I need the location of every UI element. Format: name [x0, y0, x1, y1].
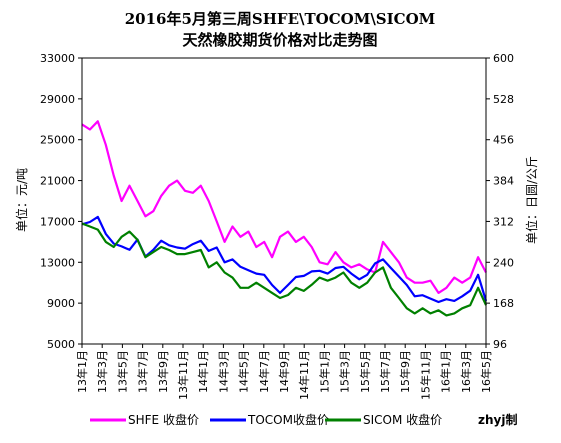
plot-frame: [81, 57, 487, 345]
x-tick-label: 15年1月: [317, 350, 331, 393]
chart-credit: zhyj制: [478, 412, 517, 427]
x-tick-label: 16年5月: [479, 350, 493, 393]
x-tick-label: 15年7月: [378, 350, 392, 393]
right-tick-label: 600: [493, 52, 514, 65]
left-tick-label: 21000: [40, 175, 75, 188]
series-layer: [81, 120, 488, 317]
left-axis-title: 单位：元/吨: [14, 168, 29, 232]
right-tick-label: 168: [493, 297, 514, 310]
x-tick-label: 16年1月: [439, 350, 453, 393]
x-tick-label: 13年7月: [136, 350, 150, 393]
x-tick-label: 13年5月: [115, 350, 129, 393]
legend-label-shfe: SHFE 收盘价: [128, 412, 199, 427]
right-tick-label: 312: [493, 215, 514, 228]
series-line-shfe: [81, 120, 487, 294]
x-tick-label: 15年9月: [398, 350, 412, 393]
series-line-tocom: [81, 215, 488, 304]
left-tick-label: 5000: [47, 338, 75, 351]
x-tick-label: 15年3月: [338, 350, 352, 393]
x-tick-label: 16年3月: [459, 350, 473, 393]
right-tick-label: 96: [493, 338, 507, 351]
series-line-sicom: [81, 222, 488, 317]
x-tick-label: 14年9月: [277, 350, 291, 393]
x-tick-label: 13年11月: [176, 350, 190, 400]
x-tick-label: 13年3月: [95, 350, 109, 393]
right-tick-label: 528: [493, 93, 514, 106]
left-tick-label: 33000: [40, 52, 75, 65]
left-axis-ticks: 5000 9000 13000 17000 21000 25000 29000 33000: [40, 52, 82, 351]
x-tick-label: 15年11月: [418, 350, 432, 400]
x-tick-label: 13年1月: [75, 350, 89, 393]
right-tick-label: 384: [493, 175, 514, 188]
right-axis-ticks: 96 168 240 312 384 456 528 600: [486, 52, 514, 351]
x-tick-label: 14年11月: [297, 350, 311, 400]
left-tick-label: 17000: [40, 215, 75, 228]
left-tick-label: 29000: [40, 93, 75, 106]
x-tick-label: 14年3月: [216, 350, 230, 393]
left-tick-label: 25000: [40, 134, 75, 147]
x-axis-ticks: 13年1月 13年3月 13年5月 13年7月 13年9月 13年11月 14年1月 14年3…: [75, 344, 493, 400]
legend-label-tocom: TOCOM收盘价: [247, 412, 329, 427]
x-tick-label: 15年5月: [358, 350, 372, 393]
left-tick-label: 9000: [47, 297, 75, 310]
chart-title: 2016年5月第三周SHFE\TOCOM\SICOM: [125, 10, 436, 28]
x-tick-label: 14年5月: [237, 350, 251, 393]
legend-label-sicom: SICOM 收盘价: [363, 412, 442, 427]
x-tick-label: 13年9月: [156, 350, 170, 393]
x-tick-label: 14年7月: [257, 350, 271, 393]
chart-subtitle: 天然橡胶期货价格对比走势图: [182, 31, 377, 49]
legend: SHFE 收盘价 TOCOM收盘价 SICOM 收盘价 zhyj制: [90, 412, 517, 427]
right-tick-label: 456: [493, 134, 514, 147]
right-tick-label: 240: [493, 256, 514, 269]
x-tick-label: 14年1月: [196, 350, 210, 393]
right-axis-title: 单位：日圆/公斤: [524, 156, 539, 244]
left-tick-label: 13000: [40, 256, 75, 269]
